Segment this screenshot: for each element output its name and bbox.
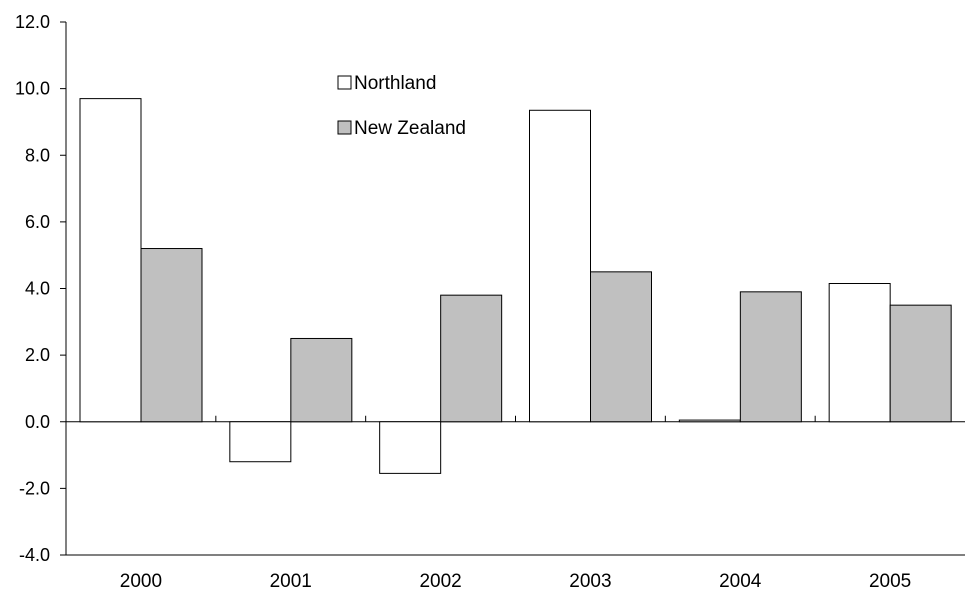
y-tick-label: 8.0 xyxy=(25,145,50,165)
y-tick-label: 0.0 xyxy=(25,412,50,432)
axes: 12.0 10.0 8.0 6.0 4.0 2.0 0.0 -2.0 -4.0 2000 2001 2… xyxy=(15,12,965,592)
y-tick-label: 10.0 xyxy=(15,79,50,99)
bar-northland-2005 xyxy=(828,283,891,423)
y-tick-label: 6.0 xyxy=(25,212,50,232)
bar-new-zealand-2005 xyxy=(889,304,952,423)
y-tick-label: -4.0 xyxy=(19,545,50,565)
y-tick-label: 4.0 xyxy=(25,279,50,299)
legend-swatch-northland xyxy=(337,75,352,90)
x-tick-label: 2000 xyxy=(120,571,162,592)
x-tick-label: 2005 xyxy=(869,571,911,592)
x-tick-label: 2001 xyxy=(270,571,312,592)
x-tick-label: 2004 xyxy=(719,571,762,592)
legend-label-new-zealand: New Zealand xyxy=(354,118,466,139)
bar-northland-2003 xyxy=(529,109,591,423)
bar-new-zealand-2000 xyxy=(140,248,203,423)
bar-new-zealand-2004 xyxy=(739,291,802,423)
bar-northland-2002 xyxy=(379,421,442,474)
bar-new-zealand-2001 xyxy=(290,337,353,423)
bars xyxy=(79,98,952,474)
y-tick-label: 2.0 xyxy=(25,345,50,365)
bar-northland-2004 xyxy=(678,419,741,423)
y-tick-label: -2.0 xyxy=(19,478,50,498)
bar-northland-2001 xyxy=(229,421,292,463)
bar-northland-2000 xyxy=(79,98,142,423)
y-tick-label: 12.0 xyxy=(15,12,50,32)
bar-new-zealand-2002 xyxy=(440,294,503,423)
legend-label-northland: Northland xyxy=(354,73,436,94)
x-tick-label: 2002 xyxy=(419,571,461,592)
legend-swatch-new-zealand xyxy=(337,120,352,135)
bar-new-zealand-2003 xyxy=(590,271,652,423)
legend: Northland New Zealand xyxy=(337,73,466,139)
x-tick-label: 2003 xyxy=(569,571,611,592)
